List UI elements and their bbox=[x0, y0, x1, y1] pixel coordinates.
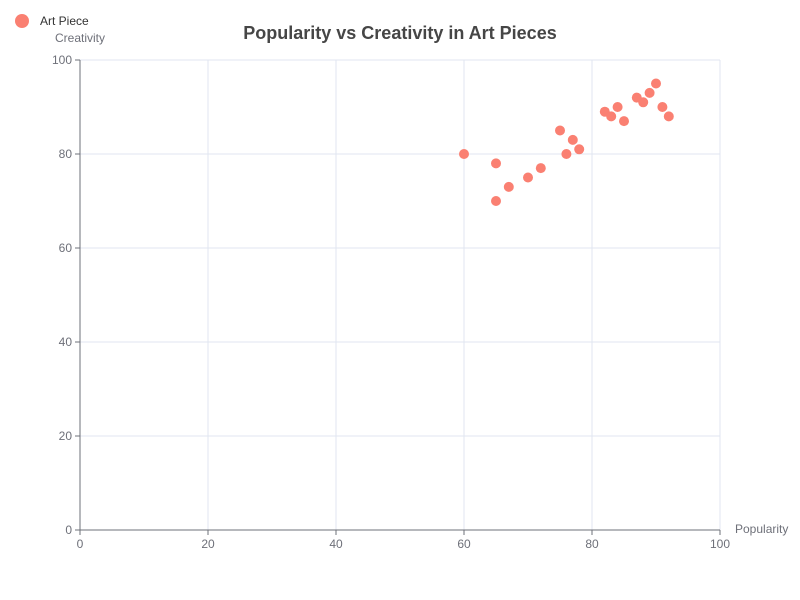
data-point[interactable] bbox=[523, 172, 533, 183]
data-point[interactable] bbox=[535, 163, 546, 174]
data-point[interactable] bbox=[503, 181, 514, 192]
data-point[interactable] bbox=[619, 116, 629, 127]
y-tick-label: 40 bbox=[59, 335, 73, 349]
data-point[interactable] bbox=[561, 149, 572, 159]
x-tick-label: 80 bbox=[585, 537, 599, 551]
legend[interactable]: Art Piece bbox=[15, 14, 89, 28]
y-tick-label: 100 bbox=[52, 53, 72, 67]
data-points bbox=[459, 78, 674, 206]
grid bbox=[80, 59, 721, 530]
legend-marker-icon bbox=[15, 14, 29, 28]
x-tick-label: 100 bbox=[710, 537, 730, 551]
x-tick-label: 40 bbox=[329, 537, 343, 551]
data-point[interactable] bbox=[491, 196, 501, 206]
y-tick-label: 80 bbox=[59, 147, 73, 161]
data-point[interactable] bbox=[663, 111, 674, 122]
tick-labels: 0 20 40 60 80 100 0 20 40 60 80 100 bbox=[52, 53, 730, 551]
data-point[interactable] bbox=[574, 144, 585, 155]
x-axis-label: Popularity bbox=[735, 522, 788, 536]
data-point[interactable] bbox=[644, 87, 655, 98]
y-axis-label: Creativity bbox=[55, 31, 105, 45]
data-point[interactable] bbox=[606, 111, 617, 122]
x-tick-label: 20 bbox=[201, 537, 215, 551]
axes bbox=[75, 59, 721, 535]
y-tick-label: 0 bbox=[65, 523, 72, 537]
legend-label: Art Piece bbox=[40, 14, 89, 28]
data-point[interactable] bbox=[555, 125, 565, 136]
data-point[interactable] bbox=[657, 102, 668, 112]
data-point[interactable] bbox=[651, 78, 661, 89]
chart-title: Popularity vs Creativity in Art Pieces bbox=[243, 23, 556, 43]
data-point[interactable] bbox=[491, 158, 501, 169]
data-point[interactable] bbox=[612, 102, 623, 112]
x-tick-label: 0 bbox=[77, 537, 84, 551]
data-point[interactable] bbox=[567, 134, 578, 145]
data-point[interactable] bbox=[459, 149, 469, 159]
x-tick-label: 60 bbox=[457, 537, 471, 551]
y-tick-label: 60 bbox=[59, 241, 73, 255]
y-tick-label: 20 bbox=[59, 429, 73, 443]
data-point[interactable] bbox=[638, 97, 649, 108]
